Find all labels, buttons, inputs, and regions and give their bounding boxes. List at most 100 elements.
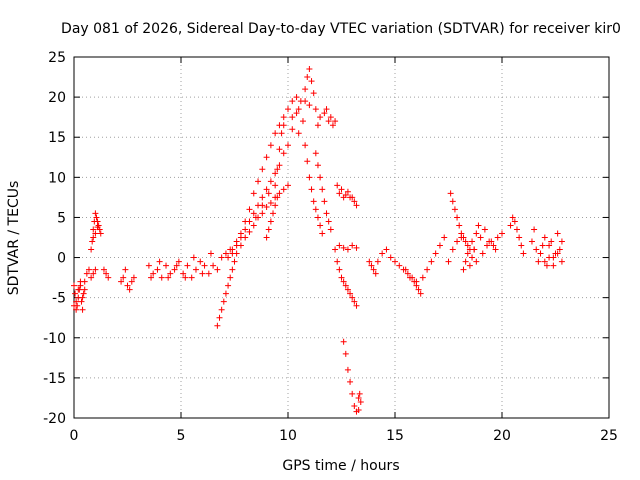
data-point — [338, 274, 345, 281]
data-point — [415, 286, 422, 293]
data-point — [280, 150, 287, 157]
y-tick-label: 15 — [48, 130, 66, 146]
data-point — [272, 182, 279, 189]
data-point — [344, 286, 351, 293]
data-point — [319, 230, 326, 237]
data-point — [347, 378, 354, 385]
data-point — [387, 254, 394, 261]
data-point — [458, 230, 465, 237]
data-point — [175, 258, 182, 265]
data-point — [280, 186, 287, 193]
data-point — [379, 250, 386, 257]
data-point — [263, 204, 270, 211]
x-tick-label: 5 — [177, 428, 186, 444]
series-early-flat — [83, 266, 137, 293]
data-point — [163, 262, 170, 269]
data-point — [293, 94, 300, 101]
data-point — [370, 266, 377, 273]
data-point — [355, 406, 362, 413]
data-point — [306, 66, 313, 73]
data-point — [267, 142, 274, 149]
data-point — [340, 278, 347, 285]
data-point — [148, 274, 155, 281]
data-point — [471, 246, 478, 253]
data-point — [77, 282, 84, 289]
data-point — [469, 254, 476, 261]
data-point — [308, 186, 315, 193]
data-point — [201, 262, 208, 269]
data-point — [302, 86, 309, 93]
series-decay-2 — [312, 150, 334, 233]
data-point — [488, 238, 495, 245]
data-point — [344, 366, 351, 373]
data-point — [270, 210, 277, 217]
series-rise-B — [229, 142, 291, 257]
data-point — [73, 306, 80, 313]
data-point — [252, 214, 259, 221]
data-point — [150, 270, 157, 277]
data-point — [349, 294, 356, 301]
data-point — [293, 110, 300, 117]
data-point — [456, 222, 463, 229]
data-point — [531, 226, 538, 233]
data-point — [449, 198, 456, 205]
series-afternoon-dip — [402, 266, 424, 297]
series-evening-low — [460, 246, 480, 273]
data-point — [484, 242, 491, 249]
data-point — [276, 162, 283, 169]
data-point — [199, 270, 206, 277]
data-point — [436, 242, 443, 249]
series-plunge — [340, 338, 362, 415]
series-peak-cluster — [289, 66, 339, 137]
grid-lines — [74, 57, 609, 418]
data-point — [347, 290, 354, 297]
data-point — [417, 290, 424, 297]
data-point — [242, 234, 249, 241]
data-point — [90, 234, 97, 241]
data-point — [419, 274, 426, 281]
data-point — [259, 166, 266, 173]
data-point — [353, 202, 360, 209]
data-point — [321, 110, 328, 117]
data-point — [550, 262, 557, 269]
data-point — [197, 258, 204, 265]
data-point — [494, 234, 501, 241]
data-point — [306, 174, 313, 181]
data-point — [272, 202, 279, 209]
data-point — [402, 266, 409, 273]
data-point — [507, 222, 514, 229]
data-point — [231, 258, 238, 265]
data-point — [158, 274, 165, 281]
data-point — [205, 270, 212, 277]
data-point — [233, 250, 240, 257]
data-points — [71, 66, 565, 415]
data-point — [441, 234, 448, 241]
series-plunge-tail — [355, 390, 364, 405]
data-point — [214, 266, 221, 273]
data-point — [79, 294, 86, 301]
data-point — [366, 258, 373, 265]
data-point — [263, 154, 270, 161]
y-tick-label: 5 — [57, 210, 66, 226]
data-point — [312, 150, 319, 157]
data-point — [406, 274, 413, 281]
data-point — [289, 98, 296, 105]
data-point — [533, 246, 540, 253]
series-quiet-band — [145, 246, 234, 281]
data-point — [250, 190, 257, 197]
data-point — [428, 258, 435, 265]
series-late-2 — [528, 226, 565, 269]
data-point — [92, 210, 99, 217]
data-point — [214, 322, 221, 329]
data-point — [126, 286, 133, 293]
data-point — [518, 242, 525, 249]
data-point — [481, 226, 488, 233]
data-point — [276, 190, 283, 197]
data-point — [222, 250, 229, 257]
data-point — [310, 90, 317, 97]
data-point — [180, 270, 187, 277]
data-point — [276, 146, 283, 153]
x-axis-label: GPS time / hours — [282, 458, 399, 474]
series-late-3 — [541, 250, 565, 269]
